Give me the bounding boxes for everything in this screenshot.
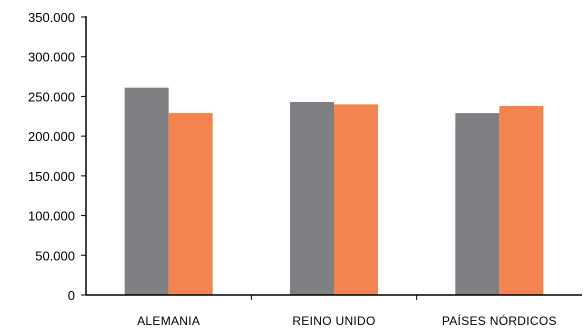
bar-1-reino-unido [290, 101, 334, 295]
bars-layer [124, 87, 544, 296]
y-tick-label: 150.000 [28, 169, 75, 184]
y-tick-label: 300.000 [28, 50, 75, 65]
bar-2-pa-ses-n-rdicos [499, 105, 544, 296]
y-tick-label: 200.000 [28, 129, 75, 144]
x-tick-label: ALEMANIA [137, 314, 200, 328]
y-tick-label: 0 [68, 288, 75, 303]
bar-2-alemania [168, 113, 213, 295]
bar-2-reino-unido [334, 104, 378, 295]
bar-1-pa-ses-n-rdicos [455, 113, 500, 295]
axes-layer [81, 16, 582, 300]
x-tick-label: PAÍSES NÓRDICOS [442, 313, 557, 328]
x-tick-label: REINO UNIDO [292, 314, 375, 328]
y-tick-label: 250.000 [28, 89, 75, 104]
bar-1-alemania [124, 87, 169, 295]
labels-layer: ALEMANIA REINO UNIDO PAÍSES NÓRDICOS 0 50.00… [28, 10, 557, 328]
y-tick-label: 350.000 [28, 10, 75, 25]
y-tick-label: 100.000 [28, 209, 75, 224]
y-tick-label: 50.000 [35, 248, 75, 263]
